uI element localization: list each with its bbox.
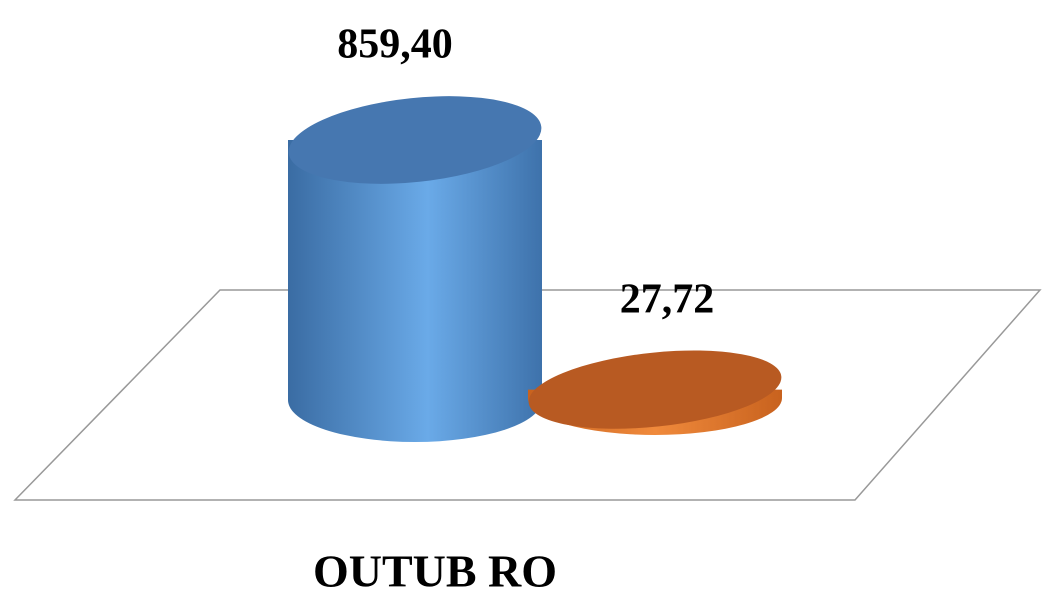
cylinder-top: [528, 350, 782, 429]
cylinder: [288, 96, 542, 442]
cylinder-top: [288, 96, 542, 184]
value-label: 27,72: [620, 276, 715, 322]
cylinder-body: [288, 140, 542, 442]
value-label: 859,40: [337, 22, 453, 68]
category-label: OUTUB RO: [313, 546, 557, 597]
cylinder: [528, 350, 782, 435]
